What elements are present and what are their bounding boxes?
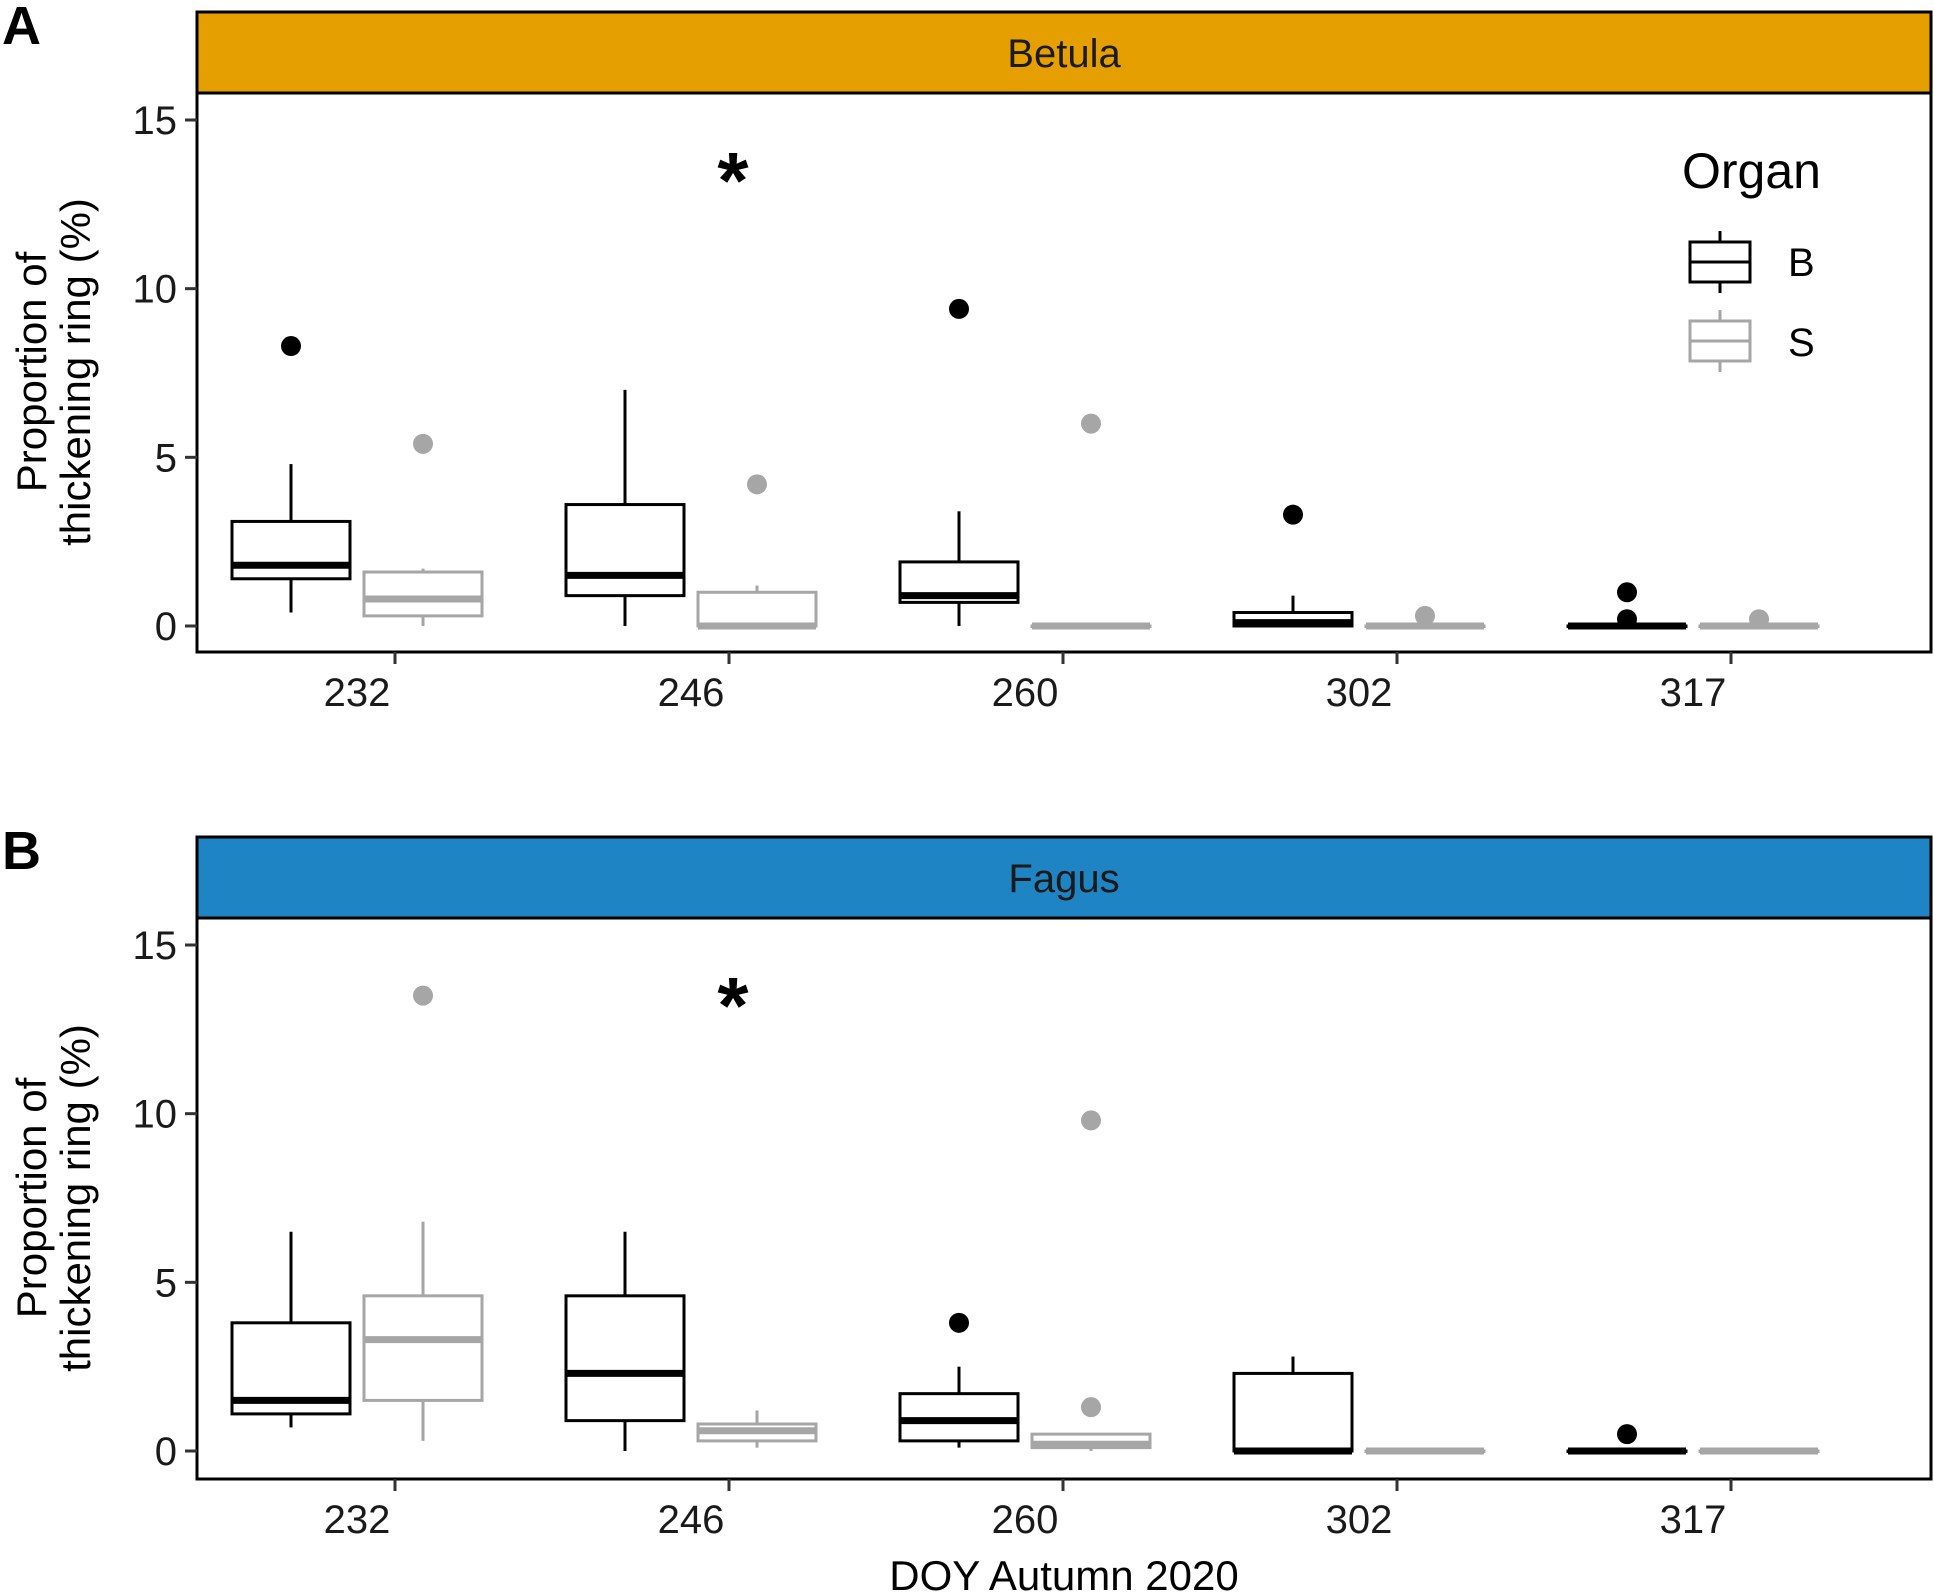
outlier-point [1617, 582, 1637, 603]
legend-label-b: B [1788, 241, 1815, 285]
panel-b: B Fagus 0 5 10 15 232 246 260 302 317 * Proportio… [2, 821, 1933, 1596]
x-tick-label-b: 232 [324, 1498, 391, 1542]
box-s-246 [696, 474, 818, 630]
legend-key-b [1688, 231, 1752, 293]
x-tick-label-b: 317 [1660, 1498, 1727, 1542]
plot-area-a [195, 91, 1933, 654]
strip-title-fagus: Fagus [1008, 857, 1119, 901]
box-body [564, 503, 686, 598]
box-body [564, 1294, 686, 1423]
y-axis-title-a-line2: thickening ring (%) [52, 198, 99, 546]
outlier-point [1617, 609, 1637, 630]
x-tick-label-b: 302 [1326, 1498, 1393, 1542]
panel-label-a: A [2, 0, 41, 56]
box-s-260 [1030, 1110, 1152, 1451]
y-tick-label-a: 15 [133, 99, 178, 143]
outlier-point [747, 474, 767, 495]
outlier-point [1081, 413, 1101, 434]
x-tick-label-a: 260 [992, 671, 1059, 715]
legend-keys [1688, 231, 1752, 372]
y-axis-title-a: Proportion of thickening ring (%) [8, 198, 99, 546]
y-tick-label-b: 5 [155, 1261, 177, 1305]
box-b-317 [1566, 1424, 1688, 1455]
box-s-260 [1030, 413, 1152, 630]
box-b-232 [230, 336, 352, 613]
box-s-302 [1364, 605, 1486, 630]
box-b-302 [1232, 1356, 1354, 1455]
box-s-246 [696, 1410, 818, 1448]
box-s-232 [362, 985, 484, 1441]
box-s-317 [1698, 1447, 1820, 1455]
x-tick-label-b: 246 [658, 1498, 725, 1542]
legend: Organ B S [1682, 143, 1821, 372]
outlier-point [413, 985, 433, 1006]
strip-title-betula: Betula [1007, 32, 1121, 76]
box-b-246 [564, 1231, 686, 1451]
outlier-point [1081, 1397, 1101, 1418]
y-axis-title-b-line1: Proportion of [8, 1077, 55, 1318]
box-b-232 [230, 1231, 352, 1428]
y-tick-label-a: 5 [155, 436, 177, 480]
y-tick-label-b: 0 [155, 1430, 177, 1474]
legend-label-s: S [1788, 321, 1815, 365]
significance-star-b: * [717, 961, 749, 1050]
box-s-317 [1698, 609, 1820, 630]
box-body [362, 570, 484, 618]
y-axis-title-b: Proportion of thickening ring (%) [8, 1024, 99, 1372]
panel-label-b: B [2, 821, 41, 881]
box-body [1232, 1371, 1354, 1453]
x-tick-label-a: 302 [1326, 671, 1393, 715]
legend-key-s [1688, 310, 1752, 372]
outlier-point [281, 336, 301, 357]
outlier-point [949, 1312, 969, 1333]
plot-marks-a: 0 5 10 15 232 246 260 302 317 * [133, 99, 1820, 715]
box-s-302 [1364, 1447, 1486, 1455]
plot-marks-b: 0 5 10 15 232 246 260 302 317 * [133, 924, 1820, 1542]
x-tick-label-a: 317 [1660, 671, 1727, 715]
y-tick-label-b: 15 [133, 924, 178, 968]
outlier-point [413, 433, 433, 454]
box-b-246 [564, 389, 686, 626]
outlier-point [1081, 1110, 1101, 1131]
y-axis-title-b-line2: thickening ring (%) [52, 1024, 99, 1372]
box-b-302 [1232, 504, 1354, 628]
legend-title: Organ [1682, 143, 1821, 199]
box-b-317 [1566, 582, 1688, 630]
y-tick-label-a: 0 [155, 605, 177, 649]
box-b-260 [898, 298, 1020, 626]
x-axis-title: DOY Autumn 2020 [889, 1552, 1238, 1596]
box-body [696, 590, 818, 628]
outlier-point [1749, 609, 1769, 630]
strip-betula [195, 10, 1933, 95]
outlier-point [949, 298, 969, 319]
x-tick-label-a: 232 [324, 671, 391, 715]
box-body [230, 519, 352, 581]
y-axis-title-a-line1: Proportion of [8, 251, 55, 492]
outlier-point [1617, 1424, 1637, 1445]
box-b-260 [898, 1312, 1020, 1448]
box-s-232 [362, 433, 484, 626]
x-tick-label-b: 260 [992, 1498, 1059, 1542]
x-tick-label-a: 246 [658, 671, 725, 715]
y-tick-label-b: 10 [133, 1093, 178, 1137]
outlier-point [1283, 504, 1303, 525]
box-body [362, 1294, 484, 1402]
y-tick-label-a: 10 [133, 268, 178, 312]
significance-star-a: * [717, 136, 749, 225]
panel-a: A Betula 0 5 10 15 232 246 260 302 317 * Proporti… [2, 0, 1933, 715]
outlier-point [1415, 605, 1435, 626]
